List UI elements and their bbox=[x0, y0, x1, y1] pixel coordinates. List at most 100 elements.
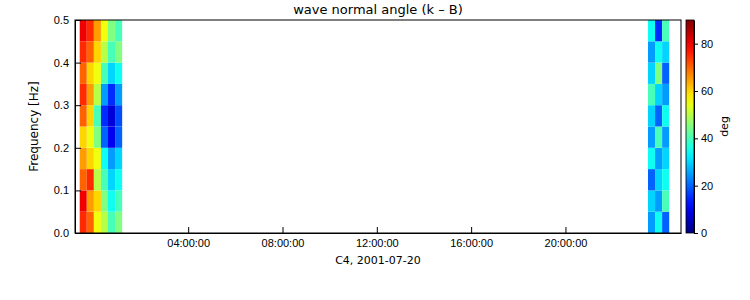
tick-mark bbox=[471, 227, 472, 233]
cell bbox=[662, 105, 669, 126]
cell bbox=[662, 127, 669, 148]
cell bbox=[115, 41, 122, 62]
tick-label: 0.2 bbox=[54, 142, 69, 154]
tick: 12:00:00 bbox=[356, 227, 399, 249]
cell bbox=[662, 169, 669, 190]
tick-mark bbox=[75, 190, 81, 191]
cell bbox=[108, 63, 115, 84]
tick: 40 bbox=[694, 132, 713, 144]
cell bbox=[655, 127, 662, 148]
cell bbox=[655, 105, 662, 126]
cell bbox=[101, 169, 108, 190]
cell bbox=[101, 63, 108, 84]
tick-label: 0.5 bbox=[54, 14, 69, 26]
cell bbox=[101, 148, 108, 169]
cell bbox=[115, 148, 122, 169]
cell bbox=[94, 20, 101, 41]
cell bbox=[87, 148, 94, 169]
tick: 0.2 bbox=[54, 142, 81, 154]
tick: 0.4 bbox=[54, 57, 81, 69]
cells bbox=[80, 20, 669, 233]
tick-mark bbox=[188, 227, 189, 233]
cell bbox=[108, 148, 115, 169]
cell bbox=[648, 63, 655, 84]
cell bbox=[94, 127, 101, 148]
cell bbox=[108, 105, 115, 126]
tick-label: 08:00:00 bbox=[262, 237, 305, 249]
cell bbox=[108, 190, 115, 211]
tick-label: 0.0 bbox=[54, 227, 69, 239]
y-axis: 0.0 0.1 0.2 0.3 0.4 0.5 bbox=[54, 14, 81, 239]
cell bbox=[87, 105, 94, 126]
tick-label: 16:00:00 bbox=[450, 237, 493, 249]
tick-mark bbox=[75, 20, 81, 21]
cell bbox=[662, 41, 669, 62]
cell bbox=[80, 105, 87, 126]
tick-label: 60 bbox=[701, 85, 713, 97]
tick-mark bbox=[283, 227, 284, 233]
x-label: C4, 2001-07-20 bbox=[335, 254, 421, 267]
cell bbox=[108, 20, 115, 41]
cell bbox=[648, 20, 655, 41]
cell bbox=[648, 212, 655, 233]
tick-mark bbox=[694, 91, 698, 92]
tick: 20 bbox=[694, 180, 713, 192]
cell bbox=[94, 105, 101, 126]
cell bbox=[662, 84, 669, 105]
cell bbox=[662, 148, 669, 169]
tick: 08:00:00 bbox=[262, 227, 305, 249]
cell bbox=[648, 148, 655, 169]
cell bbox=[655, 169, 662, 190]
tick: 80 bbox=[694, 38, 713, 50]
cell bbox=[94, 84, 101, 105]
tick-label: 0 bbox=[701, 227, 707, 239]
tick-label: 0.3 bbox=[54, 99, 69, 111]
cell bbox=[87, 63, 94, 84]
title: wave normal angle (k – B) bbox=[293, 2, 463, 17]
cell bbox=[115, 63, 122, 84]
cell bbox=[101, 212, 108, 233]
cell bbox=[94, 190, 101, 211]
tick: 0.3 bbox=[54, 99, 81, 111]
tick: 0.1 bbox=[54, 184, 81, 196]
cell bbox=[80, 20, 87, 41]
cell bbox=[655, 63, 662, 84]
cell bbox=[108, 212, 115, 233]
tick-mark bbox=[694, 186, 698, 187]
axis-line bbox=[75, 21, 76, 234]
tick-mark bbox=[75, 105, 81, 106]
cell bbox=[87, 127, 94, 148]
cell bbox=[115, 84, 122, 105]
cell bbox=[648, 169, 655, 190]
tick: 16:00:00 bbox=[450, 227, 493, 249]
colorbar-axis: 0 20 40 60 80 bbox=[694, 21, 713, 240]
cell bbox=[662, 20, 669, 41]
cell bbox=[655, 190, 662, 211]
cell bbox=[648, 105, 655, 126]
cell bbox=[94, 63, 101, 84]
cell bbox=[101, 127, 108, 148]
plot-frame bbox=[75, 20, 681, 233]
tick: 0.0 bbox=[54, 227, 81, 239]
y-label: Frequency [Hz] bbox=[27, 81, 41, 172]
cell bbox=[80, 212, 87, 233]
colorbar bbox=[686, 20, 694, 233]
cell bbox=[101, 105, 108, 126]
cell bbox=[648, 190, 655, 211]
cell bbox=[662, 190, 669, 211]
cell bbox=[80, 148, 87, 169]
cell bbox=[115, 169, 122, 190]
cell bbox=[108, 84, 115, 105]
cell bbox=[655, 148, 662, 169]
tick-mark bbox=[694, 233, 698, 234]
cell bbox=[115, 105, 122, 126]
cell bbox=[662, 63, 669, 84]
colorbar-label: deg bbox=[718, 116, 731, 137]
tick: 0 bbox=[694, 227, 707, 239]
tick-label: 20 bbox=[701, 180, 713, 192]
cell bbox=[648, 84, 655, 105]
cell bbox=[101, 20, 108, 41]
tick: 04:00:00 bbox=[167, 227, 210, 249]
cell bbox=[94, 169, 101, 190]
cell bbox=[108, 127, 115, 148]
